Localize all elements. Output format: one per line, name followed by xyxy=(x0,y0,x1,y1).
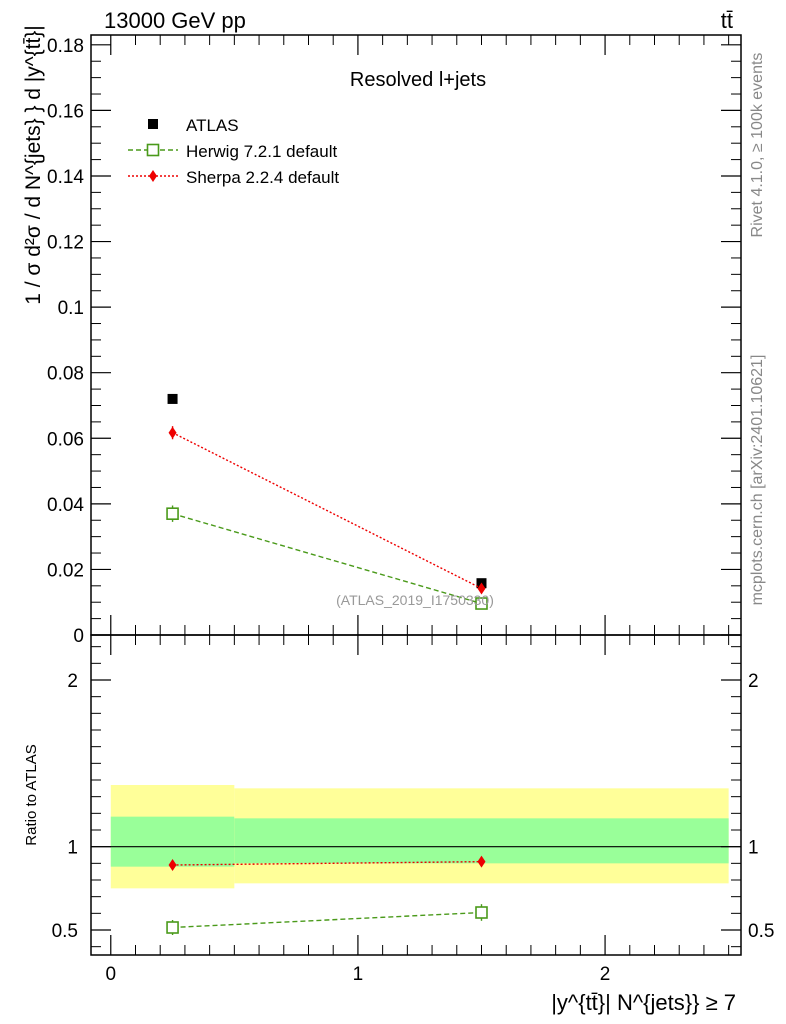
data-point-main xyxy=(475,597,488,610)
series-line-ratio xyxy=(172,911,482,929)
data-point-main xyxy=(166,507,179,520)
y-tick-label-ratio: 2 xyxy=(67,671,78,692)
data-point-main xyxy=(168,426,177,439)
mcplots-label: mcplots.cern.ch [arXiv:2401.10621] xyxy=(749,355,766,606)
y-tick-label-ratio: 1 xyxy=(67,838,78,859)
y-tick-label-main: 0.04 xyxy=(47,495,84,516)
data-point-main xyxy=(477,582,486,595)
rivet-label: Rivet 4.1.0, ≥ 100k events xyxy=(749,53,766,238)
y-tick-label-main: 0 xyxy=(73,626,84,647)
series-line-main xyxy=(172,432,482,590)
analysis-tag: (ATLAS_2019_I1750330) xyxy=(336,592,494,608)
y-tick-label-main: 0.16 xyxy=(47,101,84,122)
data-point-ratio xyxy=(477,855,486,868)
y-axis-label-ratio: Ratio to ATLAS xyxy=(23,744,40,845)
legend-label: Herwig 7.2.1 default xyxy=(186,142,337,161)
x-tick-label: 1 xyxy=(353,964,364,985)
header-right-label: tt̄ xyxy=(721,8,733,33)
header-left-label: 13000 GeV pp xyxy=(104,8,246,33)
y-tick-label-ratio-right: 1 xyxy=(748,838,759,859)
legend: ATLAS Herwig 7.2.1 default Sherpa 2.2.4 de… xyxy=(128,116,339,187)
y-tick-label-main: 0.18 xyxy=(47,36,84,57)
data-point-main xyxy=(167,393,178,404)
legend-marker xyxy=(146,143,160,157)
y-tick-label-main: 0.14 xyxy=(47,167,84,188)
ratio-panel-frame xyxy=(90,634,742,956)
y-tick-label-main: 0.02 xyxy=(47,560,84,581)
uncertainty-band-stat xyxy=(110,816,235,867)
data-point-ratio xyxy=(166,921,179,934)
y-axis-label-main: 1 / σ d²σ / d N^{jets} } d |y^{tt̄}| xyxy=(22,25,45,305)
y-tick-label-ratio-right: 0.5 xyxy=(748,921,774,942)
chart-title: Resolved l+jets xyxy=(350,69,486,91)
legend-label: ATLAS xyxy=(186,116,239,135)
series-line-ratio xyxy=(172,860,482,866)
series-line-main xyxy=(172,513,482,605)
data-point-ratio xyxy=(475,906,488,919)
y-tick-label-main: 0.12 xyxy=(47,233,84,254)
legend-label: Sherpa 2.2.4 default xyxy=(186,168,339,187)
data-point-ratio xyxy=(168,859,177,871)
y-tick-label-main: 0.06 xyxy=(47,429,84,450)
x-tick-label: 0 xyxy=(105,964,116,985)
legend-marker xyxy=(149,170,157,182)
legend-marker xyxy=(148,119,158,129)
x-axis-label: |y^{tt̄}| N^{jets}} ≥ 7 xyxy=(551,990,736,1015)
y-tick-label-ratio-right: 2 xyxy=(748,671,759,692)
y-tick-label-ratio: 0.5 xyxy=(52,921,78,942)
y-tick-label-main: 0.1 xyxy=(58,298,84,319)
y-tick-label-main: 0.08 xyxy=(47,364,84,385)
x-tick-label: 2 xyxy=(600,964,611,985)
